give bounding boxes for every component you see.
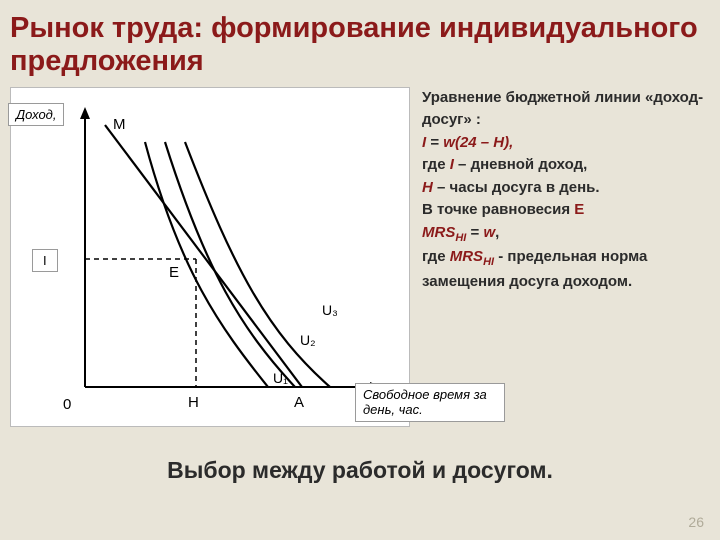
label-H: H bbox=[188, 394, 199, 411]
diagram: M E U₁ U₂ U₃ H A 0 Доход, I Свободное вр… bbox=[10, 87, 410, 427]
diagram-svg: M E U₁ U₂ U₃ H A 0 bbox=[10, 87, 410, 427]
line6: MRSHI = w, bbox=[422, 222, 710, 247]
line3: где I – дневной доход, bbox=[422, 154, 710, 177]
label-I: I bbox=[32, 249, 58, 272]
page-number: 26 bbox=[688, 514, 704, 530]
label-M: M bbox=[113, 116, 126, 133]
line1: Уравнение бюджетной линии «доход-досуг» … bbox=[422, 87, 710, 132]
label-E: E bbox=[169, 264, 179, 281]
line5: В точке равновесия E bbox=[422, 199, 710, 222]
explanation-text: Уравнение бюджетной линии «доход-досуг» … bbox=[410, 87, 710, 427]
label-A: A bbox=[294, 394, 304, 411]
x-axis-label: Свободное время за день, час. bbox=[355, 383, 505, 422]
line2: I = w(24 – H), bbox=[422, 132, 710, 155]
label-origin: 0 bbox=[63, 396, 71, 413]
label-u3: U₃ bbox=[322, 302, 338, 318]
slide-title: Рынок труда: формирование индивидуальног… bbox=[0, 0, 720, 87]
line4: H – часы досуга в день. bbox=[422, 177, 710, 200]
content-row: M E U₁ U₂ U₃ H A 0 Доход, I Свободное вр… bbox=[0, 87, 720, 427]
label-u2: U₂ bbox=[300, 332, 316, 348]
y-axis-label: Доход, bbox=[8, 103, 64, 126]
label-u1: U₁ bbox=[273, 370, 288, 386]
line7: где MRSHI - предельная норма замещения д… bbox=[422, 246, 710, 293]
footer-title: Выбор между работой и досугом. bbox=[0, 457, 720, 484]
